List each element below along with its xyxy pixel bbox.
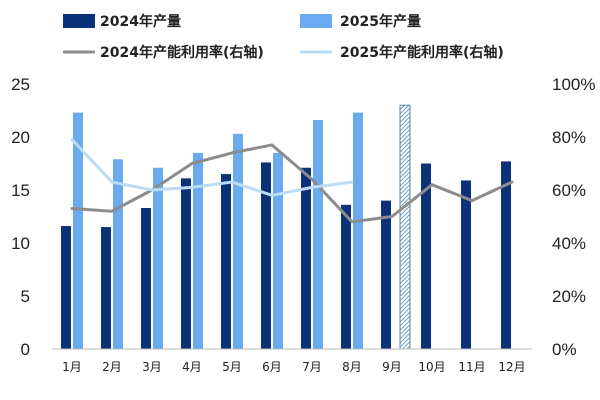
bar-2024-6 [261, 162, 271, 349]
bar-2024-4 [181, 178, 191, 349]
bar-2024-11 [461, 180, 471, 349]
month-label: 3月 [142, 360, 162, 374]
right-axis-tick-label: 20% [552, 287, 586, 306]
left-axis-tick-label: 10 [11, 234, 30, 253]
right-axis-tick-label: 80% [552, 128, 586, 147]
bar-2024-10 [421, 163, 431, 349]
bar-2024-9 [381, 200, 391, 349]
left-axis-tick-label: 15 [11, 181, 30, 200]
left-axis-tick-label: 0 [21, 340, 30, 359]
bar-2025-2 [113, 159, 123, 349]
bar-2025-7 [313, 120, 323, 349]
hatched-marker [399, 104, 411, 350]
month-label: 11月 [458, 360, 485, 374]
month-label: 12月 [498, 360, 525, 374]
bars [61, 112, 511, 350]
bar-2024-7 [301, 167, 311, 349]
legend-label-2024-utilization: 2024年产能利用率(右轴) [100, 44, 264, 61]
right-axis-tick-label: 0% [552, 340, 577, 359]
month-label: 5月 [222, 360, 242, 374]
bar-2024-8 [341, 204, 351, 349]
month-label: 7月 [302, 360, 322, 374]
legend-label-2025-utilization: 2025年产能利用率(右轴) [340, 44, 504, 61]
line-2024-utilization [70, 143, 514, 224]
month-label: 1月 [62, 360, 82, 374]
bar-2025-8 [353, 112, 363, 350]
hatched-marker-bar [399, 104, 411, 350]
month-label: 4月 [182, 360, 202, 374]
left-axis-tick-label: 25 [11, 75, 30, 94]
month-labels: 1月 2月 3月 4月 5月 6月 7月 8月 9月 10月 11月 12月 [62, 360, 525, 374]
legend-item-2024-production: 2024年产量 [63, 13, 181, 30]
month-label: 2月 [102, 360, 122, 374]
legend-item-2025-utilization: 2025年产能利用率(右轴) [300, 44, 504, 61]
right-axis-tick-label: 40% [552, 234, 586, 253]
right-axis-tick-label: 100% [552, 75, 595, 94]
left-axis-tick-label: 20 [11, 128, 30, 147]
month-label: 6月 [262, 360, 282, 374]
utilization-lines [70, 138, 514, 224]
bar-2025-5 [233, 133, 243, 349]
bar-2024-1 [61, 226, 71, 349]
legend-swatch-2024-production [63, 14, 95, 28]
legend-label-2025-production: 2025年产量 [340, 13, 421, 30]
month-label: 9月 [382, 360, 402, 374]
month-label: 8月 [342, 360, 362, 374]
legend-swatch-2025-production [300, 14, 332, 28]
bar-2024-5 [221, 174, 231, 349]
left-axis-ticks: 0 5 10 15 20 25 [11, 75, 30, 359]
right-axis-ticks: 0% 20% 40% 60% 80% 100% [552, 75, 595, 359]
legend-item-2024-utilization: 2024年产能利用率(右轴) [63, 44, 264, 61]
month-label: 10月 [418, 360, 445, 374]
bar-2025-6 [273, 152, 283, 349]
bar-2025-4 [193, 152, 203, 349]
left-axis-tick-label: 5 [21, 287, 30, 306]
right-axis-tick-label: 60% [552, 181, 586, 200]
legend: 2024年产量 2025年产量 2024年产能利用率(右轴) 2025年产能利用… [63, 13, 504, 61]
bar-2025-1 [73, 112, 83, 350]
bar-2024-2 [101, 227, 111, 349]
bar-2025-3 [153, 167, 163, 349]
line-2025-utilization [70, 138, 354, 197]
legend-label-2024-production: 2024年产量 [100, 13, 181, 30]
legend-item-2025-production: 2025年产量 [300, 13, 421, 30]
bar-2024-3 [141, 208, 151, 349]
bar-2024-12 [501, 161, 511, 349]
